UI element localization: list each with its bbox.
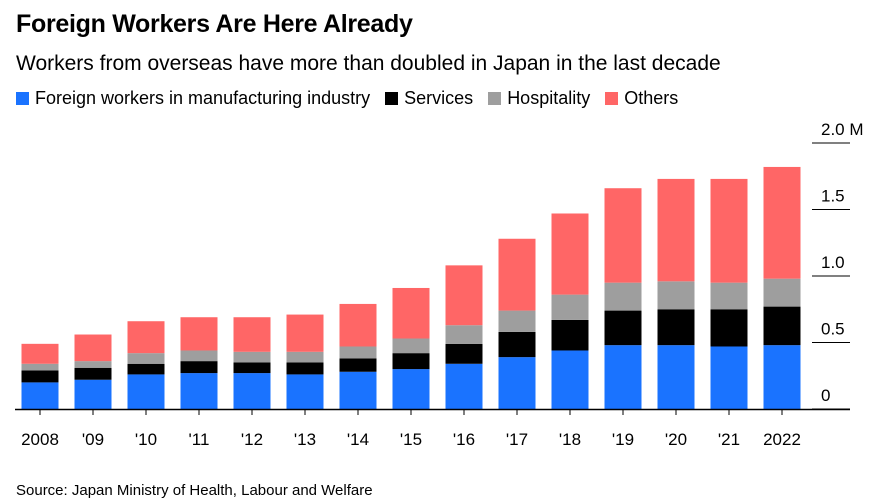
bar-segment-1 bbox=[180, 361, 218, 374]
bar-segment-0 bbox=[127, 374, 165, 409]
bar-segment-2 bbox=[445, 325, 483, 344]
bar-segment-3 bbox=[604, 188, 642, 283]
x-tick-label: '13 bbox=[294, 430, 316, 449]
bar-segment-2 bbox=[710, 282, 748, 310]
bar-segment-1 bbox=[286, 362, 324, 375]
bar-segment-3 bbox=[74, 334, 112, 362]
bar-segment-1 bbox=[604, 310, 642, 346]
bar-segment-3 bbox=[763, 166, 801, 279]
x-tick-label: '12 bbox=[241, 430, 263, 449]
bar-segment-3 bbox=[127, 321, 165, 354]
bar-segment-0 bbox=[74, 379, 112, 409]
bar-segment-3 bbox=[657, 178, 695, 282]
bar-segment-1 bbox=[339, 358, 377, 372]
bar-segment-2 bbox=[498, 310, 536, 332]
bar-segment-2 bbox=[339, 346, 377, 359]
bar-segment-0 bbox=[180, 373, 218, 409]
bar-segment-2 bbox=[127, 353, 165, 364]
bar-segment-3 bbox=[180, 317, 218, 351]
x-tick-label: 2022 bbox=[763, 430, 801, 449]
bar-segment-1 bbox=[551, 319, 589, 351]
bar-segment-0 bbox=[551, 350, 589, 409]
chart-legend: Foreign workers in manufacturing industr… bbox=[16, 88, 693, 109]
bar-segment-2 bbox=[657, 281, 695, 310]
bar-segment-1 bbox=[21, 370, 59, 383]
legend-swatch bbox=[16, 92, 29, 105]
bar-segment-2 bbox=[604, 282, 642, 311]
legend-item-2: Hospitality bbox=[488, 88, 590, 109]
bar-segment-2 bbox=[392, 338, 430, 354]
bar-segment-2 bbox=[180, 350, 218, 362]
y-tick-label: 1.0 bbox=[821, 253, 845, 272]
bar-segment-3 bbox=[286, 314, 324, 352]
bar-segment-1 bbox=[710, 309, 748, 347]
bar-segment-1 bbox=[392, 353, 430, 370]
bar-segment-1 bbox=[498, 331, 536, 358]
bar-segment-1 bbox=[763, 306, 801, 346]
legend-item-0: Foreign workers in manufacturing industr… bbox=[16, 88, 370, 109]
bar-segment-0 bbox=[339, 371, 377, 409]
x-tick-label: '20 bbox=[665, 430, 687, 449]
x-tick-label: '21 bbox=[718, 430, 740, 449]
bar-segment-0 bbox=[710, 346, 748, 409]
bar-segment-0 bbox=[604, 345, 642, 409]
legend-item-1: Services bbox=[385, 88, 473, 109]
bar-segment-2 bbox=[233, 351, 271, 363]
source-note: Source: Japan Ministry of Health, Labour… bbox=[16, 482, 373, 499]
bar-segment-1 bbox=[74, 367, 112, 380]
bar-segment-1 bbox=[445, 343, 483, 364]
bar-segment-1 bbox=[127, 363, 165, 375]
legend-label: Services bbox=[404, 88, 474, 108]
bar-segment-0 bbox=[498, 357, 536, 409]
bar-segment-1 bbox=[233, 362, 271, 374]
bar-segment-3 bbox=[498, 238, 536, 311]
legend-label: Others bbox=[624, 88, 679, 108]
legend-label: Hospitality bbox=[507, 88, 591, 108]
bar-segment-3 bbox=[710, 178, 748, 283]
bar-segment-0 bbox=[763, 345, 801, 409]
x-tick-label: 2008 bbox=[21, 430, 59, 449]
x-tick-label: '18 bbox=[559, 430, 581, 449]
chart-plot: 0 0.5 1.0 1.5 2.0 M 2008 '09 '10 '11 '12 '13 '14 '15… bbox=[15, 120, 864, 449]
x-tick-label: '16 bbox=[453, 430, 475, 449]
y-tick-label: 1.5 bbox=[821, 187, 845, 206]
bar-segment-0 bbox=[392, 369, 430, 409]
bar-segment-2 bbox=[286, 351, 324, 363]
x-tick-label: '10 bbox=[135, 430, 157, 449]
x-tick-label: '09 bbox=[82, 430, 104, 449]
bar-segment-2 bbox=[763, 278, 801, 307]
bar-segment-1 bbox=[657, 309, 695, 346]
bar-segment-0 bbox=[21, 382, 59, 409]
y-tick-label: 0.5 bbox=[821, 320, 845, 339]
legend-swatch bbox=[488, 92, 502, 105]
y-tick-label: 2.0 M bbox=[821, 120, 864, 139]
x-tick-label: '14 bbox=[347, 430, 369, 449]
bar-segment-3 bbox=[392, 287, 430, 339]
legend-swatch bbox=[385, 92, 399, 105]
y-tick-label: 0 bbox=[821, 386, 830, 405]
x-tick-label: '11 bbox=[189, 430, 210, 449]
bar-segment-0 bbox=[445, 363, 483, 409]
chart-subtitle: Workers from overseas have more than dou… bbox=[16, 52, 721, 75]
chart-title: Foreign Workers Are Here Already bbox=[16, 10, 413, 38]
bar-segment-3 bbox=[551, 213, 589, 295]
bar-segment-2 bbox=[74, 361, 112, 368]
legend-label: Foreign workers in manufacturing industr… bbox=[35, 88, 371, 108]
x-tick-label: '17 bbox=[506, 430, 528, 449]
bar-segment-0 bbox=[657, 345, 695, 409]
bar-segment-2 bbox=[21, 363, 59, 371]
bar-segment-0 bbox=[233, 373, 271, 409]
bar-segment-3 bbox=[445, 265, 483, 326]
bar-segment-3 bbox=[21, 343, 59, 364]
legend-item-3: Others bbox=[605, 88, 678, 109]
bar-segment-0 bbox=[286, 374, 324, 409]
x-tick-label: '15 bbox=[400, 430, 422, 449]
bar-segment-3 bbox=[339, 303, 377, 347]
bar-segment-3 bbox=[233, 317, 271, 352]
bar-segment-2 bbox=[551, 294, 589, 320]
legend-swatch bbox=[605, 92, 619, 105]
x-tick-label: '19 bbox=[612, 430, 634, 449]
